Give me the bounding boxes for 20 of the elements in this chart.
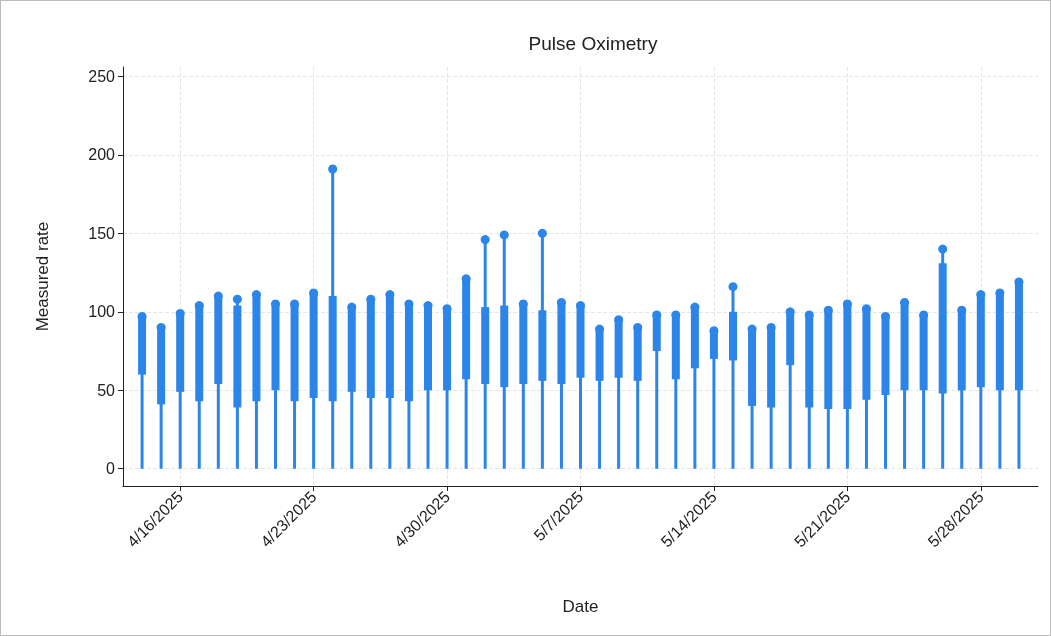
y-tick-label: 50 [97,381,116,399]
y-axis-title: Measured rate [33,221,52,332]
y-tick-label: 150 [88,224,116,242]
chart-title: Pulse Oximetry [528,33,658,54]
y-tick-label: 0 [106,460,116,478]
point [175,308,185,318]
point [499,230,509,240]
point [938,244,948,254]
point [232,294,242,304]
point [537,228,547,238]
x-axis-title: Date [562,597,599,616]
point [633,323,643,332]
y-tick-label: 250 [88,67,116,85]
y-tick-label: 200 [88,146,116,164]
point [156,323,166,332]
point [328,164,338,174]
point [766,323,776,332]
point [728,282,738,292]
y-tick-label: 100 [88,303,116,321]
point [480,235,490,245]
